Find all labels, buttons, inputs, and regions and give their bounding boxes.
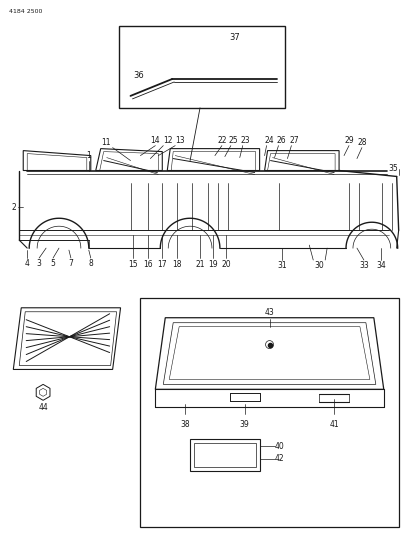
Text: 18: 18 (173, 260, 182, 269)
Text: 11: 11 (101, 138, 111, 147)
Text: 36: 36 (133, 71, 144, 80)
Text: 12: 12 (164, 136, 173, 145)
Text: 42: 42 (275, 455, 284, 464)
Text: 22: 22 (217, 136, 226, 145)
Bar (190, 439, 259, 471)
Text: 28: 28 (357, 138, 367, 147)
Text: 17: 17 (157, 260, 167, 269)
Text: 4: 4 (25, 259, 30, 268)
Text: 35: 35 (389, 164, 399, 173)
Text: 40: 40 (275, 441, 284, 450)
Text: 33: 33 (359, 261, 369, 270)
Text: 20: 20 (221, 260, 231, 269)
Text: 27: 27 (290, 136, 299, 145)
Text: 37: 37 (229, 33, 240, 42)
Text: 8: 8 (89, 259, 93, 268)
Text: 26: 26 (277, 136, 286, 145)
Text: 7: 7 (69, 259, 73, 268)
Bar (140, 298, 399, 527)
Bar (194, 443, 256, 467)
Text: 19: 19 (208, 260, 218, 269)
Text: 41: 41 (329, 419, 339, 429)
Text: 23: 23 (241, 136, 251, 145)
Text: 34: 34 (376, 261, 386, 270)
Text: 4184 2500: 4184 2500 (9, 9, 43, 14)
Text: 31: 31 (278, 261, 287, 270)
Text: 30: 30 (314, 261, 324, 270)
Text: 21: 21 (195, 260, 205, 269)
Text: 2: 2 (12, 203, 17, 212)
Text: 15: 15 (129, 260, 138, 269)
Text: 13: 13 (175, 136, 185, 145)
Text: 14: 14 (151, 136, 160, 145)
Text: 24: 24 (265, 136, 274, 145)
Text: 16: 16 (144, 260, 153, 269)
Text: 39: 39 (240, 419, 250, 429)
Text: 3: 3 (37, 259, 42, 268)
Text: 38: 38 (180, 419, 190, 429)
Text: 25: 25 (229, 136, 239, 145)
Bar (119, 26, 286, 108)
Text: 29: 29 (344, 136, 354, 145)
Text: 44: 44 (38, 403, 48, 412)
Text: 5: 5 (51, 259, 55, 268)
Text: 1: 1 (86, 151, 91, 160)
Text: 43: 43 (265, 308, 275, 317)
